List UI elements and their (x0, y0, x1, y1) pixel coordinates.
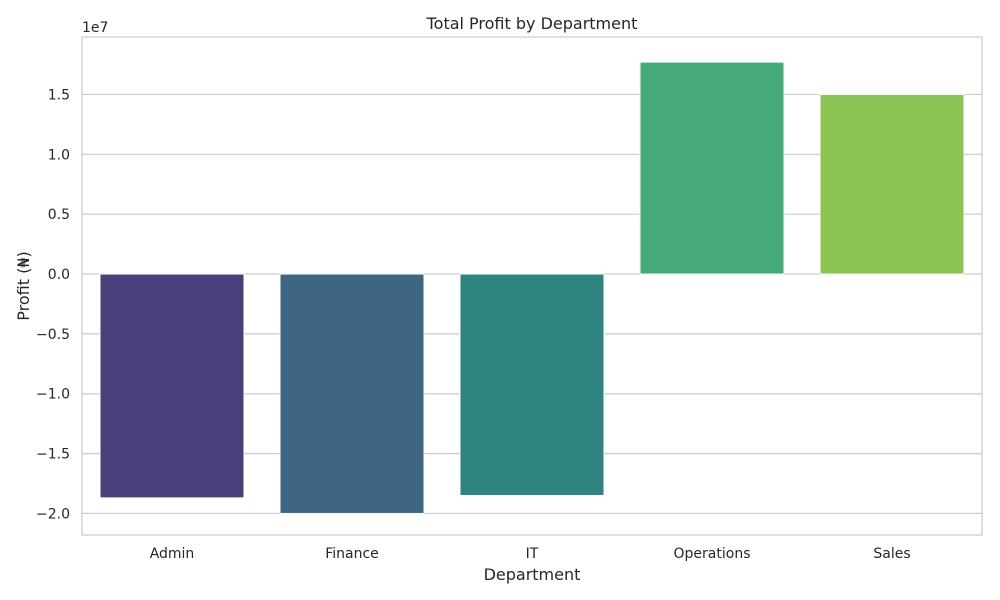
y-tick-label: 0.0 (48, 267, 70, 283)
y-tick-label: 1.5 (48, 87, 70, 103)
x-axis-label: Department (484, 565, 581, 584)
x-tick-label: Sales (873, 546, 910, 562)
bar-sales (819, 93, 965, 275)
chart-title: Total Profit by Department (426, 14, 638, 33)
bar-it (459, 273, 605, 496)
bar-finance (279, 273, 425, 514)
bars-layer (99, 61, 965, 514)
plot-frame (81, 36, 983, 536)
y-tick-label: −0.5 (36, 327, 70, 343)
y-tick-label: 0.5 (48, 207, 70, 223)
y-axis-label: Profit (₦) (14, 251, 33, 320)
y-tick-label: −1.0 (36, 387, 70, 403)
x-tick-label: Finance (325, 546, 379, 562)
x-tick-label: IT (526, 546, 539, 562)
bar-admin (99, 273, 245, 499)
x-tick-label: Admin (150, 546, 195, 562)
y-tick-label: −2.0 (36, 506, 70, 522)
bar-operations (639, 61, 785, 275)
x-tick-label: Operations (674, 546, 751, 562)
y-tick-labels: −2.0 −1.5 −1.0 −0.5 0.0 0.5 1.0 1.5 (36, 87, 70, 522)
y-axis-offset-label: 1e7 (82, 20, 108, 36)
y-tick-label: −1.5 (36, 447, 70, 463)
x-tick-labels: Admin Finance IT Operations Sales (150, 546, 911, 562)
y-tick-label: 1.0 (48, 147, 70, 163)
